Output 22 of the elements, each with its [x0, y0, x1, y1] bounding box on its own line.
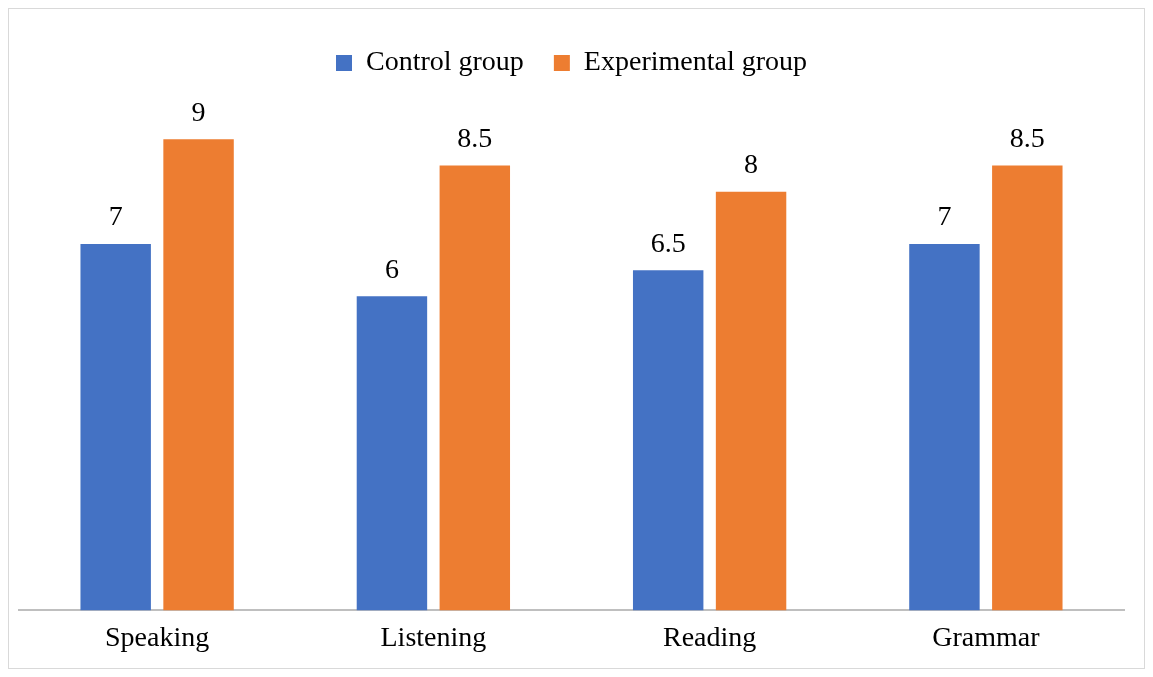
- bar: [356, 296, 428, 611]
- legend-label: Control group: [365, 45, 524, 77]
- bar: [80, 244, 151, 611]
- x-tick-label: Grammar: [932, 620, 1041, 652]
- bar: [992, 165, 1063, 611]
- data-label: 6: [384, 252, 399, 284]
- x-tick-label: Speaking: [105, 620, 210, 652]
- data-label: 9: [191, 95, 206, 127]
- bar: [715, 191, 787, 611]
- x-tick-label: Reading: [662, 620, 757, 652]
- data-label: 7: [108, 200, 123, 232]
- data-label: 8.5: [457, 121, 493, 153]
- bar: [909, 244, 980, 611]
- bar: [163, 139, 234, 611]
- legend-label: Experimental group: [583, 45, 808, 77]
- data-label: 8.5: [1009, 121, 1045, 153]
- x-tick-label: Listening: [380, 620, 487, 652]
- data-label: 6.5: [650, 226, 686, 258]
- bar: [439, 165, 511, 611]
- bar: [632, 270, 704, 611]
- data-label: 8: [744, 148, 759, 180]
- data-label: 7: [937, 200, 952, 232]
